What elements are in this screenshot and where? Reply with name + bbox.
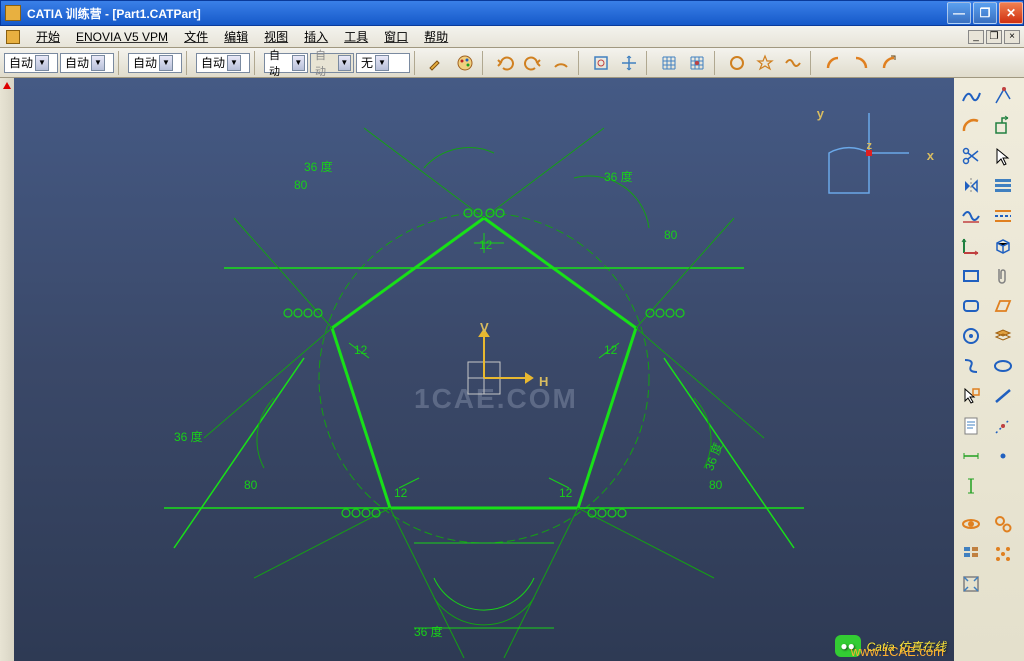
dot-axis-icon[interactable] (988, 412, 1018, 440)
dim-12-br: 12 (559, 486, 572, 500)
dim-angle-tl: 36 度 (304, 158, 333, 175)
arc-left-icon[interactable] (820, 50, 846, 76)
menu-help[interactable]: 帮助 (416, 26, 456, 47)
pick-icon[interactable] (956, 382, 986, 410)
combo-6[interactable]: 自动▼ (310, 53, 354, 73)
doc-icon (6, 30, 20, 44)
cube-icon[interactable] (988, 232, 1018, 260)
ellipse-icon[interactable] (988, 352, 1018, 380)
dim-angle-b: 36 度 (414, 623, 443, 640)
clip-icon[interactable] (988, 262, 1018, 290)
guide-icon[interactable] (988, 202, 1018, 230)
dim-12-r: 12 (604, 343, 617, 357)
combo-4[interactable]: 自动▼ (196, 53, 250, 73)
expand-icon[interactable] (956, 570, 986, 598)
combo-1[interactable]: 自动▼ (4, 53, 58, 73)
dim-tool-icon[interactable] (956, 442, 986, 470)
point-icon[interactable] (988, 442, 1018, 470)
dim-angle-l: 36 度 (174, 428, 203, 445)
menu-bar: 开始 ENOVIA V5 VPM 文件 编辑 视图 插入 工具 窗口 帮助 _ … (0, 26, 1024, 48)
window-title: CATIA 训练营 - [Part1.CATPart] (27, 5, 201, 22)
list-icon[interactable] (988, 172, 1018, 200)
combo-2[interactable]: 自动▼ (60, 53, 114, 73)
dim-80-l: 80 (244, 478, 257, 492)
axis-h-label: H (539, 374, 548, 389)
menu-edit[interactable]: 编辑 (216, 26, 256, 47)
s-curve-icon[interactable] (956, 352, 986, 380)
menu-enovia[interactable]: ENOVIA V5 VPM (68, 28, 176, 46)
footer-url: www.1CAE.com (851, 644, 944, 659)
shear-icon[interactable] (988, 292, 1018, 320)
wave-icon[interactable] (780, 50, 806, 76)
combo-5[interactable]: 自动▼ (264, 53, 308, 73)
dim-12-bl: 12 (394, 486, 407, 500)
menu-insert[interactable]: 插入 (296, 26, 336, 47)
toolbar: 自动▼ 自动▼ 自动▼ 自动▼ 自动▼ 自动▼ 无▼ (0, 48, 1024, 78)
dim-12-t: 12 (479, 238, 492, 252)
dim-80-tr: 80 (664, 228, 677, 242)
arc-icon[interactable] (548, 50, 574, 76)
minimize-button[interactable]: — (947, 2, 971, 24)
menu-tools[interactable]: 工具 (336, 26, 376, 47)
arc-sel-icon[interactable] (876, 50, 902, 76)
mdi-controls: _ ❐ × (968, 30, 1024, 44)
app-icon (5, 5, 21, 21)
rect-icon[interactable] (956, 262, 986, 290)
mdi-restore[interactable]: ❐ (986, 30, 1002, 44)
snap-icon[interactable] (684, 50, 710, 76)
undo-icon[interactable] (492, 50, 518, 76)
maximize-button[interactable]: ❐ (973, 2, 997, 24)
dim-80-r: 80 (709, 478, 722, 492)
brush-icon[interactable] (424, 50, 450, 76)
pattern-icon[interactable] (988, 540, 1018, 568)
axis-icon[interactable] (956, 232, 986, 260)
up-arrow-icon[interactable] (3, 82, 11, 89)
rounded-rect-icon[interactable] (956, 292, 986, 320)
arc-right-icon[interactable] (848, 50, 874, 76)
layers-icon[interactable] (988, 322, 1018, 350)
mdi-close[interactable]: × (1004, 30, 1020, 44)
menu-file[interactable]: 文件 (176, 26, 216, 47)
doc-tool-icon[interactable] (956, 412, 986, 440)
dim-v-icon[interactable] (956, 472, 986, 500)
props-icon[interactable] (956, 540, 986, 568)
gears-icon[interactable] (988, 510, 1018, 538)
flip-icon[interactable] (956, 172, 986, 200)
circle-tool-icon[interactable] (724, 50, 750, 76)
transform-icon[interactable] (988, 82, 1018, 110)
sketch-canvas[interactable]: 1CAE.COM y x z (14, 78, 954, 661)
palette-icon[interactable] (452, 50, 478, 76)
pan-icon[interactable] (616, 50, 642, 76)
combo-none[interactable]: 无▼ (356, 53, 410, 73)
grid-icon[interactable] (656, 50, 682, 76)
spline-icon[interactable] (956, 82, 986, 110)
title-bar: CATIA 训练营 - [Part1.CATPart] — ❐ ✕ (0, 0, 1024, 26)
target-icon[interactable] (956, 322, 986, 350)
dim-angle-tr: 36 度 (604, 168, 633, 185)
redo-icon[interactable] (520, 50, 546, 76)
left-scroll-strip[interactable] (0, 78, 14, 661)
line-icon[interactable] (988, 382, 1018, 410)
cursor-icon[interactable] (988, 142, 1018, 170)
fitall-icon[interactable] (588, 50, 614, 76)
orbit-icon[interactable] (956, 510, 986, 538)
dim-80-tl: 80 (294, 178, 307, 192)
menu-window[interactable]: 窗口 (376, 26, 416, 47)
sketch-svg (14, 78, 954, 658)
right-toolbox (954, 78, 1024, 661)
mdi-minimize[interactable]: _ (968, 30, 984, 44)
geostar-icon[interactable] (752, 50, 778, 76)
dim-12-l: 12 (354, 343, 367, 357)
smooth-icon[interactable] (956, 202, 986, 230)
axis-v-label: V (480, 320, 489, 335)
menu-view[interactable]: 视图 (256, 26, 296, 47)
combo-3[interactable]: 自动▼ (128, 53, 182, 73)
export-icon[interactable] (988, 112, 1018, 140)
menu-start[interactable]: 开始 (28, 26, 68, 47)
close-button[interactable]: ✕ (999, 2, 1023, 24)
scissors-icon[interactable] (956, 142, 986, 170)
arc-orange-icon[interactable] (956, 112, 986, 140)
